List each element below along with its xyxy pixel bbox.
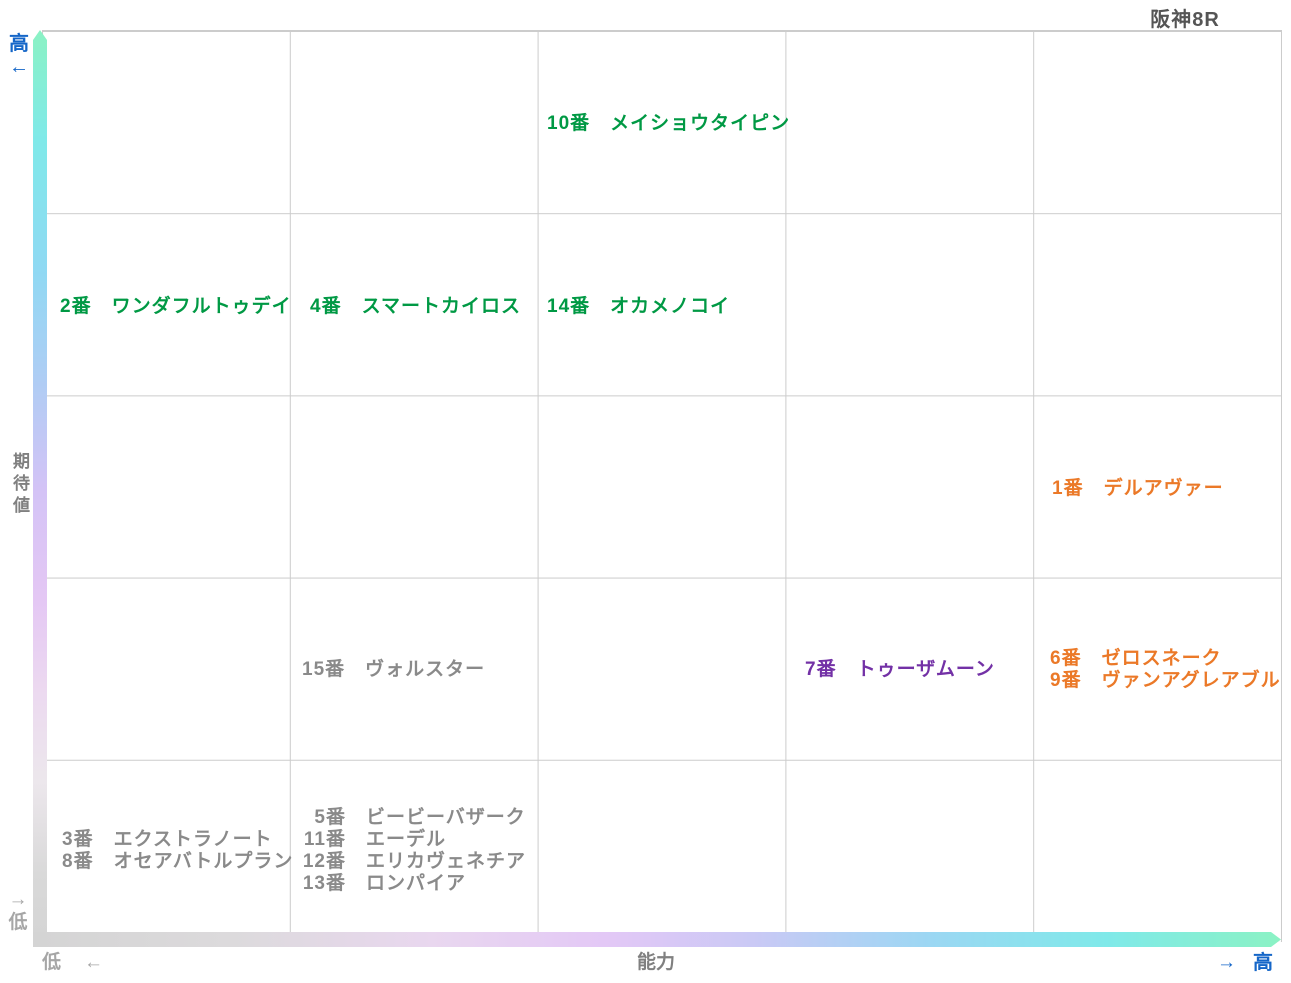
horse-number: 7番: [805, 659, 837, 680]
horse-name: エクストラノート: [113, 829, 273, 850]
horse-name: ワンダフルトゥデイ: [111, 296, 292, 317]
up-arrow-icon: ←: [9, 56, 29, 78]
x-axis-gradient-bar: [33, 932, 1281, 947]
horse-number: 1番: [1052, 478, 1084, 499]
horse-line: 15番 ヴォルスター: [302, 659, 485, 681]
plot-grid: [42, 30, 1282, 942]
right-arrow-icon: →: [1217, 952, 1236, 973]
horse-line: 3番 エクストラノート: [62, 829, 293, 851]
horse-number: 12番: [302, 851, 346, 872]
horse-entry-6-9: 6番 ゼロスネーク 9番 ヴァンアグレアブル: [1050, 648, 1281, 692]
horse-line: 14番 オカメノコイ: [547, 296, 730, 318]
horse-name: ヴァンアグレアブル: [1101, 670, 1281, 691]
horse-entry-2: 2番 ワンダフルトゥデイ: [60, 296, 292, 318]
horse-entry-14: 14番 オカメノコイ: [547, 296, 730, 318]
horse-line: 9番 ヴァンアグレアブル: [1050, 670, 1281, 692]
y-low-text: 低: [8, 912, 28, 933]
horse-number: 10番: [547, 113, 591, 134]
horse-number: 9番: [1050, 670, 1082, 691]
horse-entry-7: 7番 トゥーザムーン: [805, 659, 995, 681]
y-axis-low-label: → 低: [3, 888, 33, 934]
horse-name: オセアバトルプラン: [113, 851, 294, 872]
horse-line: 7番 トゥーザムーン: [805, 659, 995, 681]
horse-line: 10番 メイショウタイピン: [547, 113, 790, 135]
horse-entry-3-8: 3番 エクストラノート 8番 オセアバトルプラン: [62, 829, 293, 873]
horse-name: エーデル: [366, 829, 447, 850]
race-title: 阪神8R: [1150, 9, 1220, 31]
horse-number: 14番: [547, 296, 591, 317]
horse-number: 5番: [314, 807, 346, 828]
horse-line: 1番 デルアヴァー: [1052, 478, 1224, 500]
horse-entry-15: 15番 ヴォルスター: [302, 659, 485, 681]
y-high-text: 高: [9, 33, 29, 55]
horse-name: ビービーバザーク: [366, 807, 526, 828]
x-axis-high-label: 高: [1253, 952, 1273, 974]
horse-line: 13番 ロンパイア: [300, 873, 526, 895]
horse-name: スマートカイロス: [361, 296, 522, 317]
x-axis-title: 能力: [637, 952, 676, 973]
horse-name: トゥーザムーン: [856, 659, 995, 680]
y-axis-gradient-bar: [33, 30, 47, 947]
x-axis-low-label: 低: [42, 952, 62, 973]
horse-entry-1: 1番 デルアヴァー: [1052, 478, 1224, 500]
horse-name: ロンパイア: [366, 873, 467, 894]
left-arrow-icon: ←: [84, 952, 103, 973]
horse-number: 2番: [60, 296, 92, 317]
horse-name: エリカヴェネチア: [366, 851, 527, 872]
horse-line: 2番 ワンダフルトゥデイ: [60, 296, 292, 318]
horse-number: 6番: [1050, 648, 1082, 669]
horse-name: メイショウタイピン: [610, 113, 791, 134]
horse-name: デルアヴァー: [1103, 478, 1224, 499]
horse-name: ゼロスネーク: [1101, 648, 1222, 669]
horse-entry-10: 10番 メイショウタイピン: [547, 113, 790, 135]
horse-number: 4番: [310, 296, 342, 317]
horse-number: 3番: [62, 829, 94, 850]
horse-number: 15番: [302, 659, 346, 680]
down-arrow-icon: →: [8, 889, 28, 910]
horse-line: 11番 エーデル: [300, 829, 526, 851]
y-axis-title: 期待値: [10, 452, 29, 518]
horse-entry-4: 4番 スマートカイロス: [310, 296, 521, 318]
horse-line: 4番 スマートカイロス: [310, 296, 521, 318]
horse-number: 8番: [62, 851, 94, 872]
horse-line: 6番 ゼロスネーク: [1050, 648, 1281, 670]
horse-line: 5番 ビービーバザーク: [300, 807, 526, 829]
horse-line: 8番 オセアバトルプラン: [62, 851, 293, 873]
horse-number: 13番: [302, 873, 346, 894]
y-axis-high-label: 高 ←: [5, 33, 33, 79]
horse-line: 12番 エリカヴェネチア: [300, 851, 526, 873]
horse-name: ヴォルスター: [365, 659, 486, 680]
horse-name: オカメノコイ: [610, 296, 731, 317]
horse-number: 11番: [303, 829, 346, 850]
horse-entry-5-11-12-13: 5番 ビービーバザーク 11番 エーデル 12番 エリカヴェネチア 13番 ロン…: [300, 807, 526, 895]
